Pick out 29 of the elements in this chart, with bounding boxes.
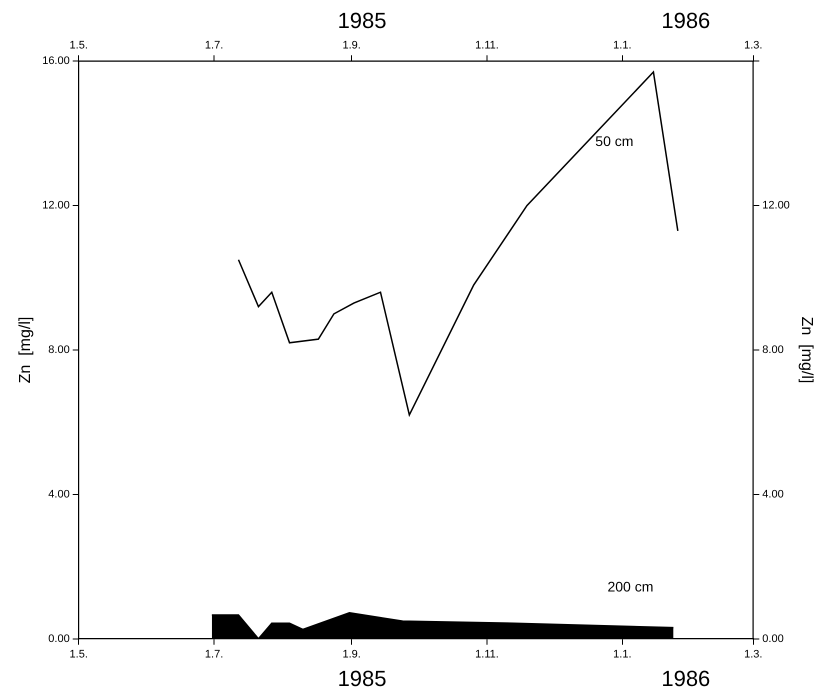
x-tick-label: 1.7. <box>204 40 224 52</box>
x-tick-label: 1.9. <box>342 40 361 52</box>
y2-tick-label: 12.00 <box>762 200 790 212</box>
x2-tick-label: 1.1. <box>613 648 632 660</box>
series-label: 50 cm <box>595 132 634 149</box>
y-tick-label: 12.00 <box>42 200 70 212</box>
x-tick-label: 1.11. <box>475 40 499 52</box>
text: 1986 <box>661 666 710 692</box>
y-tick-label: 16.00 <box>42 55 70 68</box>
y-tick-label: 0.00 <box>48 632 70 645</box>
y-axis-title: Zn [mg/l] <box>17 316 34 384</box>
x2-tick-label: 1.5. <box>70 648 88 660</box>
text: 200 cm <box>607 578 654 594</box>
x2-tick-label: 1.7. <box>204 648 224 660</box>
x-tick-label: 1.5. <box>70 40 88 52</box>
y2-tick-label: 4.00 <box>762 488 784 500</box>
y2-axis-title: Zn [mg/l] <box>798 316 815 384</box>
y-tick-label: 4.00 <box>48 488 70 500</box>
text: 1986 <box>661 8 710 34</box>
x-tick-label: 1.3. <box>744 40 762 52</box>
text: 1985 <box>338 8 387 34</box>
x2-tick-label: 1.3. <box>744 648 762 660</box>
x2-tick-label: 1.9. <box>342 648 361 660</box>
y-tick-label: 8.00 <box>48 344 70 356</box>
x2-tick-label: 1.11. <box>475 648 499 660</box>
y2-tick-label: 8.00 <box>762 344 784 356</box>
x-tick-label: 1.1. <box>613 40 632 52</box>
y2-tick-label: 0.00 <box>762 632 784 645</box>
text: 1985 <box>338 666 387 692</box>
